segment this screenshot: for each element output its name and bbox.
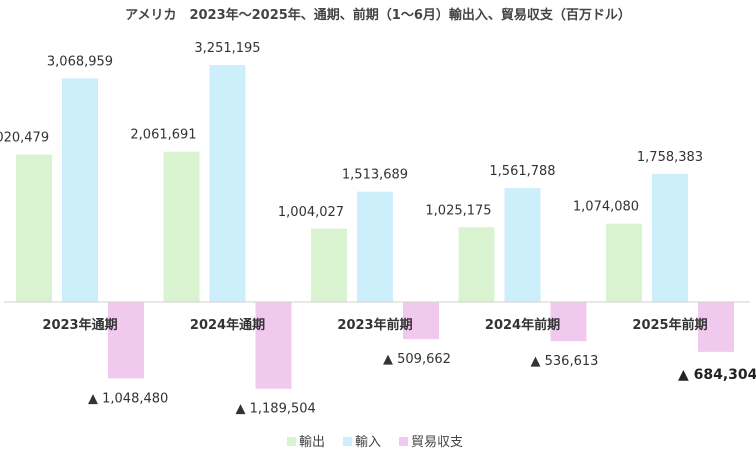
category-label: 2024年前期 <box>485 317 560 333</box>
bar-import <box>357 191 393 302</box>
legend-label: 貿易収支 <box>411 435 463 450</box>
data-label: ▲ 1,048,480 <box>88 391 168 406</box>
legend-label: 輸出 <box>299 435 325 450</box>
data-label: 3,068,959 <box>47 54 113 69</box>
data-label: 1,025,175 <box>425 203 491 218</box>
data-label: 2,061,691 <box>130 128 196 143</box>
data-label: ▲ 509,662 <box>383 352 451 367</box>
legend-swatch <box>287 437 296 446</box>
legend-label: 輸入 <box>355 435 381 450</box>
category-label: 2023年前期 <box>337 317 412 333</box>
data-label: 1,561,788 <box>489 164 555 179</box>
data-label: 1,513,689 <box>342 168 408 183</box>
legend-swatch <box>343 437 352 446</box>
data-label: ▲ 536,613 <box>531 354 599 369</box>
category-label: 2023年通期 <box>42 317 117 333</box>
data-label: 1,758,383 <box>637 150 703 165</box>
bar-balance <box>255 302 292 389</box>
data-label: 1,074,080 <box>573 200 639 215</box>
bar-import <box>62 78 98 302</box>
bar-import <box>209 65 246 302</box>
data-label: ▲ 684,304 <box>678 367 756 383</box>
category-label: 2025年前期 <box>632 317 707 333</box>
bar-export <box>311 228 347 302</box>
data-label: 2,020,479 <box>0 131 49 146</box>
bar-import <box>504 188 541 302</box>
bar-balance <box>403 302 439 340</box>
category-label: 2024年通期 <box>190 317 265 333</box>
labels-layer: 2,020,479 3,068,959 ▲ 1,048,480 2023年通期 2,06… <box>0 41 756 417</box>
bars-layer <box>16 65 734 389</box>
bar-export <box>163 151 200 302</box>
bar-export <box>458 227 495 302</box>
bar-balance <box>108 302 144 379</box>
bar-import <box>652 173 688 302</box>
data-label: 3,251,195 <box>194 41 260 56</box>
chart-title: アメリカ 2023年～2025年、通期、前期（1～6月）輸出入、貿易収支（百万ド… <box>125 7 631 23</box>
bar-balance <box>550 302 587 342</box>
bar-export <box>606 223 642 302</box>
data-label: ▲ 1,189,504 <box>236 402 316 417</box>
legend: 輸出 輸入 貿易収支 <box>287 435 463 450</box>
bar-balance <box>698 302 734 352</box>
legend-swatch <box>399 437 408 446</box>
bar-export <box>16 154 52 302</box>
data-label: 1,004,027 <box>278 205 344 220</box>
